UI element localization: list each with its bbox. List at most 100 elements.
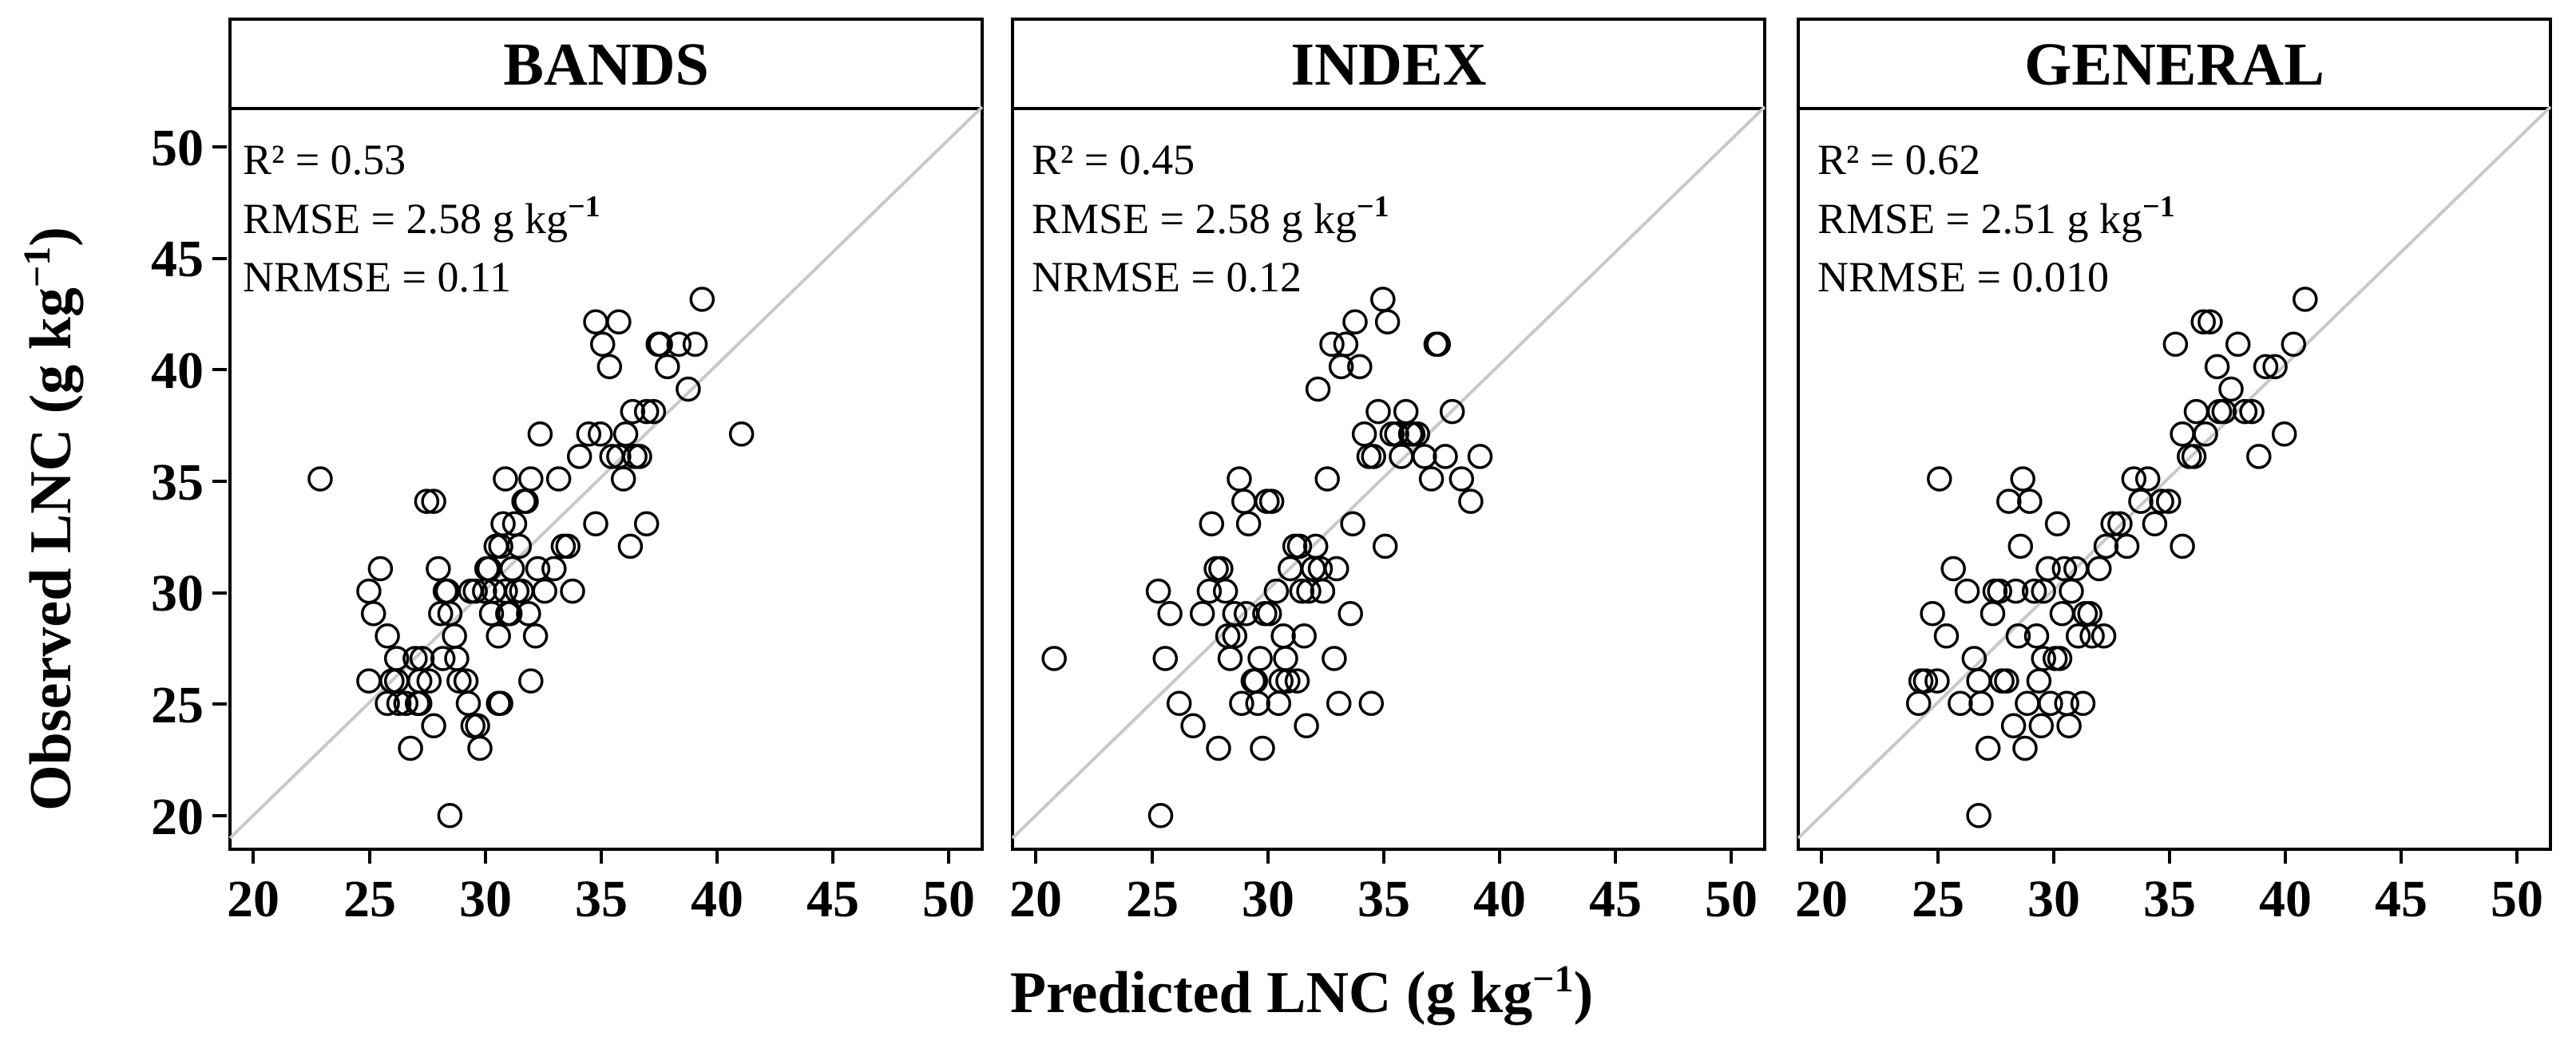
panel-title: BANDS	[503, 31, 709, 98]
data-point	[560, 578, 585, 604]
data-point	[2065, 623, 2091, 649]
data-point	[599, 444, 624, 469]
x-tick-label: 25	[1912, 870, 1964, 928]
data-point	[2077, 600, 2102, 627]
y-tick-label: 50	[151, 119, 204, 177]
data-point	[2047, 646, 2073, 671]
data-point	[2218, 376, 2244, 402]
data-point	[2262, 354, 2288, 380]
data-point	[2021, 578, 2047, 604]
y-tick-label: 20	[151, 788, 204, 846]
data-point	[453, 668, 479, 694]
r2-label: R² = 0.45	[1032, 136, 1195, 184]
data-point	[1987, 578, 2012, 604]
plot-area	[1011, 107, 1766, 851]
data-point	[1322, 646, 1347, 671]
data-point	[2204, 354, 2230, 380]
data-point	[1920, 600, 1945, 627]
y-tick-label: 25	[151, 676, 204, 734]
data-point	[1996, 488, 2022, 514]
data-point	[393, 690, 419, 716]
plot-area	[228, 107, 984, 851]
data-point	[1418, 466, 1445, 492]
panel-title: GENERAL	[2024, 31, 2324, 98]
x-tick-label: 20	[1009, 870, 1062, 928]
data-point	[545, 466, 572, 492]
data-point	[1933, 623, 1960, 649]
data-point	[383, 668, 410, 694]
y-tick-label: 30	[151, 564, 204, 623]
data-point	[493, 466, 518, 492]
data-point	[1433, 444, 1458, 469]
data-point	[2253, 354, 2279, 380]
rmse-label: RMSE = 2.58 g kg−1	[243, 190, 600, 243]
data-point	[2051, 556, 2078, 582]
data-point	[588, 421, 613, 447]
nrmse-label: NRMSE = 0.12	[1032, 253, 1302, 301]
data-point	[398, 735, 423, 761]
data-point	[1924, 668, 1950, 694]
x-tick-label: 25	[343, 870, 396, 928]
data-point	[2128, 488, 2154, 514]
data-point	[2012, 735, 2038, 761]
data-point	[488, 533, 513, 560]
x-axis-title-sup: −1	[1532, 958, 1573, 1000]
data-point	[2000, 713, 2027, 739]
data-point	[1458, 488, 1484, 514]
data-point	[640, 398, 667, 425]
data-point	[1263, 578, 1290, 604]
data-point	[1940, 556, 1966, 582]
y-tick-label: 40	[151, 342, 204, 400]
x-tick-label: 35	[1357, 870, 1410, 928]
data-point	[430, 646, 456, 671]
panel-title: INDEX	[1291, 31, 1487, 98]
data-point	[416, 668, 442, 694]
data-point	[2010, 466, 2035, 492]
x-tick-label: 20	[227, 870, 279, 928]
panel-strip	[1011, 18, 1766, 110]
data-point	[1449, 466, 1475, 492]
data-point	[375, 623, 400, 649]
data-point	[1324, 556, 1349, 582]
data-point	[2271, 421, 2297, 447]
nrmse-label: NRMSE = 0.11	[243, 253, 511, 301]
data-point	[633, 511, 660, 536]
data-point	[1372, 533, 1398, 560]
data-point	[633, 398, 660, 425]
data-point	[2026, 668, 2052, 694]
data-point	[1180, 713, 1206, 739]
data-point	[1948, 690, 1973, 716]
data-point	[2225, 331, 2251, 358]
panel-general: GENERAL R² = 0.62 RMSE = 2.51 g kg−1 NRM…	[1795, 18, 2552, 928]
data-point	[434, 578, 461, 604]
panel-index: INDEX R² = 0.45 RMSE = 2.58 g kg−1 NRMSE…	[1009, 18, 1766, 928]
data-point	[1235, 511, 1262, 536]
y-ticks: 20 25 30 35 40 45 50	[151, 119, 227, 846]
data-point	[2023, 623, 2050, 649]
rmse-text: RMSE = 2.51 g kg	[1817, 195, 2142, 243]
data-point	[2134, 466, 2161, 492]
data-point	[566, 444, 592, 469]
x-tick-label: 50	[2491, 870, 2543, 928]
data-point	[527, 421, 553, 447]
data-point	[1157, 600, 1183, 627]
data-point	[1439, 398, 1465, 425]
rmse-text: RMSE = 2.58 g kg	[1032, 195, 1357, 243]
x-tick-label: 25	[1126, 870, 1179, 928]
data-point	[2007, 533, 2034, 560]
data-point	[1908, 668, 1934, 694]
rmse-sup: −1	[2142, 190, 2175, 223]
data-point	[2142, 511, 2168, 536]
data-point	[1994, 668, 2019, 694]
data-point	[676, 376, 701, 402]
y-axis-title-end: )	[18, 227, 84, 247]
data-point	[360, 600, 386, 627]
data-point	[1189, 600, 1215, 627]
data-point	[576, 421, 602, 447]
data-point	[1289, 578, 1315, 604]
data-point	[2198, 309, 2223, 334]
rmse-sup: −1	[1357, 190, 1389, 223]
data-point	[1284, 668, 1310, 694]
r2-label: R² = 0.62	[1817, 136, 1980, 184]
one-to-one-line	[1011, 105, 1766, 840]
